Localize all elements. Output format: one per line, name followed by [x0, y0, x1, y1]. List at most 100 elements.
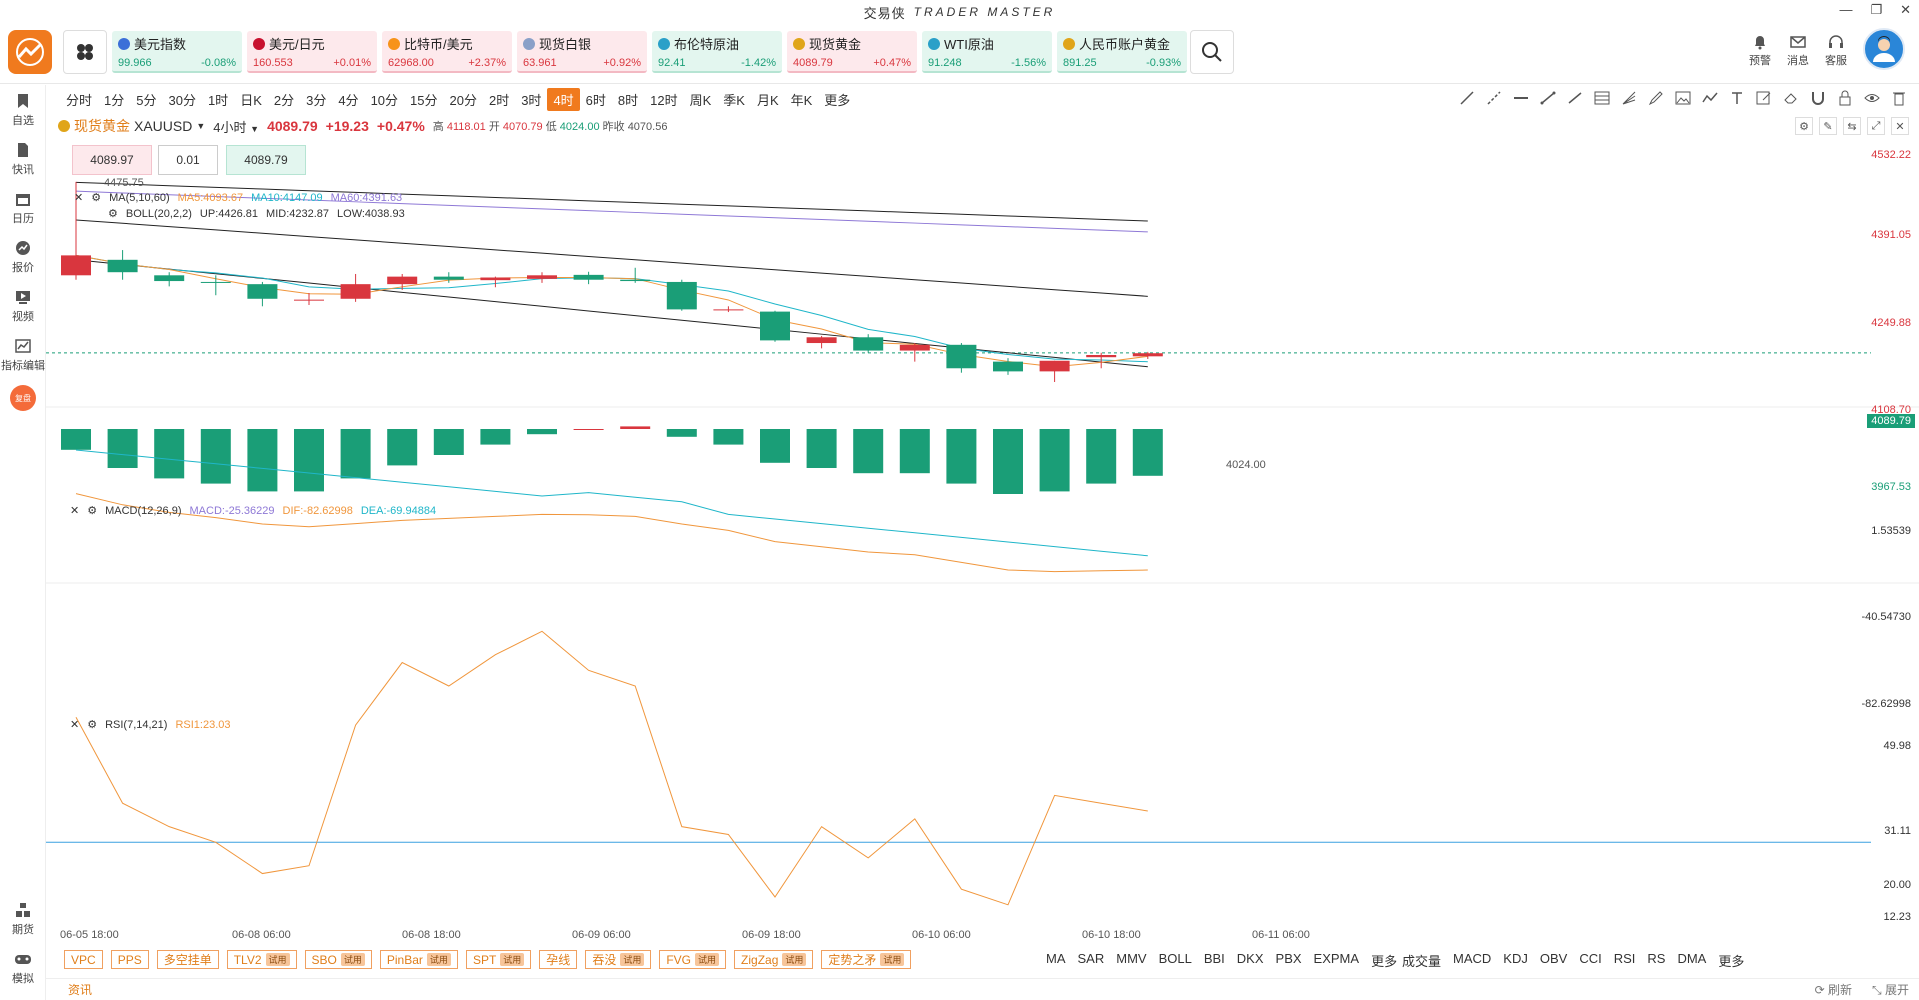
timeframe-option[interactable]: 更多	[824, 93, 851, 108]
quantity-input[interactable]: 0.01	[158, 145, 218, 175]
main-indicator-item[interactable]: DKX	[1236, 951, 1264, 966]
indicator-tag[interactable]: PPS	[110, 950, 149, 969]
sidebar-item-futures[interactable]: 期货	[0, 902, 46, 937]
maximize-icon[interactable]: ❐	[1870, 2, 1883, 17]
sub-indicator-item[interactable]: OBV	[1539, 951, 1568, 966]
indicator-tag[interactable]: TLV2 试用	[226, 950, 297, 969]
close-icon[interactable]: ✕	[1900, 2, 1911, 17]
quote-card[interactable]: WTI原油 91.248 -1.56%	[922, 31, 1052, 73]
search-button[interactable]	[1190, 30, 1234, 74]
ray-tool-icon[interactable]	[1486, 90, 1502, 106]
quote-card[interactable]: 现货黄金 4089.79 +0.47%	[787, 31, 917, 73]
pen-tool-icon[interactable]	[1648, 90, 1664, 106]
settings-icon[interactable]: ⚙	[87, 719, 98, 731]
edit-tool-icon[interactable]	[1756, 90, 1772, 106]
timeframe-option[interactable]: 月K	[756, 93, 779, 108]
text-tool-icon[interactable]	[1729, 90, 1745, 106]
sub-indicator-item[interactable]: KDJ	[1503, 951, 1528, 966]
timeframe-option[interactable]: 15分	[410, 93, 438, 108]
quote-card[interactable]: 比特币/美元 62968.00 +2.37%	[382, 31, 512, 73]
image-tool-icon[interactable]	[1675, 90, 1691, 106]
minimize-icon[interactable]: —	[1839, 2, 1853, 17]
quote-card[interactable]: 美元指数 99.966 -0.08%	[112, 31, 242, 73]
eye-tool-icon[interactable]	[1864, 90, 1880, 106]
timeframe-option[interactable]: 3分	[306, 93, 327, 108]
sub-indicator-item[interactable]: 更多	[1718, 954, 1745, 969]
timeframe-option[interactable]: 4分	[338, 93, 359, 108]
sub-indicator-item[interactable]: RS	[1647, 951, 1666, 966]
settings-icon[interactable]: ⚙	[91, 192, 102, 204]
indicator-tag[interactable]: ZigZag 试用	[734, 950, 814, 969]
indicator-tag[interactable]: 多空挂单	[156, 950, 219, 969]
quote-card[interactable]: 人民币账户黄金 891.25 -0.93%	[1057, 31, 1187, 73]
symbol-selector[interactable]: 现货黄金 XAUUSD ▼	[58, 116, 205, 136]
close-icon[interactable]: ✕	[70, 719, 80, 731]
sidebar-item-indicator[interactable]: 指标编辑	[0, 338, 46, 373]
indicator-tag[interactable]: PinBar 试用	[379, 950, 458, 969]
quote-card[interactable]: 布伦特原油 92.41 -1.42%	[652, 31, 782, 73]
main-indicator-item[interactable]: BBI	[1203, 951, 1225, 966]
timeframe-option[interactable]: 6时	[585, 93, 606, 108]
refresh-button[interactable]: ⟳ 刷新	[1814, 983, 1853, 997]
sub-indicator-item[interactable]: DMA	[1677, 951, 1707, 966]
indicator-tag[interactable]: VPC	[64, 950, 103, 969]
indicator-tag[interactable]: 吞没 试用	[585, 950, 652, 969]
chart-area[interactable]	[46, 145, 1919, 945]
timeframe-option[interactable]: 1分	[104, 93, 125, 108]
sub-indicator-item[interactable]: CCI	[1579, 951, 1602, 966]
sidebar-item-video[interactable]: 视频	[0, 289, 46, 324]
main-indicator-item[interactable]: BOLL	[1158, 951, 1192, 966]
expand-button[interactable]: ⤡ 展开	[1872, 983, 1909, 997]
timeframe-option[interactable]: 分时	[66, 93, 93, 108]
quote-card[interactable]: 美元/日元 160.553 +0.01%	[247, 31, 377, 73]
main-indicator-item[interactable]: MMV	[1116, 951, 1147, 966]
indicator-tag[interactable]: 定势之矛 试用	[821, 950, 912, 969]
close-icon[interactable]: ✕	[74, 192, 84, 204]
sidebar-item-fav[interactable]: 自选	[0, 93, 46, 128]
magnet-tool-icon[interactable]	[1810, 90, 1826, 106]
timeframe-option[interactable]: 2时	[488, 93, 510, 108]
sub-indicator-item[interactable]: MACD	[1453, 951, 1492, 966]
line-tool-icon[interactable]	[1459, 90, 1475, 106]
lock-tool-icon[interactable]	[1837, 90, 1853, 106]
buy-button[interactable]: 4089.79	[226, 145, 306, 175]
sidebar-item-calendar[interactable]: 日历	[0, 191, 46, 226]
edit-icon[interactable]: ✎	[1819, 117, 1837, 135]
sell-button[interactable]: 4089.97	[72, 145, 152, 175]
expand-icon[interactable]: ⤢	[1867, 117, 1885, 135]
settings-icon[interactable]: ⚙	[108, 208, 118, 220]
trend-tool-icon[interactable]	[1567, 90, 1583, 106]
main-indicator-item[interactable]: 更多	[1371, 954, 1398, 969]
timeframe-option[interactable]: 20分	[449, 93, 477, 108]
sub-indicator-item[interactable]: RSI	[1613, 951, 1636, 966]
menu-grid-button[interactable]	[63, 30, 107, 74]
service-button[interactable]: 客服	[1825, 28, 1847, 68]
main-indicator-item[interactable]: EXPMA	[1313, 951, 1360, 966]
main-indicator-item[interactable]: PBX	[1275, 951, 1302, 966]
quote-card[interactable]: 现货白银 63.961 +0.92%	[517, 31, 647, 73]
timeframe-option[interactable]: 12时	[650, 93, 678, 108]
message-button[interactable]: 消息	[1787, 28, 1809, 68]
timeframe-option[interactable]: 日K	[240, 93, 262, 108]
sidebar-item-sim[interactable]: 模拟	[0, 951, 46, 986]
fan-tool-icon[interactable]	[1621, 90, 1637, 106]
trash-tool-icon[interactable]	[1891, 90, 1907, 106]
compare-icon[interactable]: ⇆	[1843, 117, 1861, 135]
sub-indicator-item[interactable]: 成交量	[1402, 954, 1442, 969]
timeframe-option[interactable]: 3时	[521, 93, 542, 108]
hline-tool-icon[interactable]	[1513, 90, 1529, 106]
timeframe-option[interactable]: 30分	[168, 93, 196, 108]
sidebar-item-replay[interactable]: 复盘	[0, 385, 46, 411]
timeframe-option[interactable]: 2分	[273, 93, 295, 108]
alert-button[interactable]: 预警	[1749, 28, 1771, 68]
eraser-tool-icon[interactable]	[1783, 90, 1799, 106]
settings-icon[interactable]: ⚙	[1795, 117, 1813, 135]
indicator-tag[interactable]: 孕线	[539, 950, 578, 969]
sidebar-item-news[interactable]: 快讯	[0, 142, 46, 177]
avatar[interactable]	[1863, 28, 1905, 70]
timeframe-option[interactable]: 1时	[207, 93, 229, 108]
news-tab[interactable]: 资讯	[68, 983, 93, 997]
timeframe-option[interactable]: 季K	[723, 93, 745, 108]
close-panel-icon[interactable]: ✕	[1891, 117, 1909, 135]
main-indicator-item[interactable]: SAR	[1077, 951, 1105, 966]
